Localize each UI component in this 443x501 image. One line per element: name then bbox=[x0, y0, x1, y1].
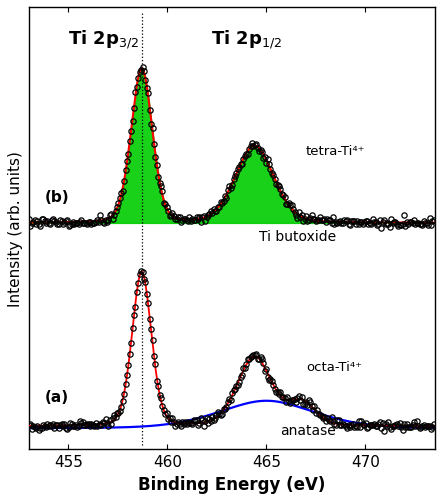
Text: octa-Ti⁴⁺: octa-Ti⁴⁺ bbox=[306, 360, 362, 373]
Text: (a): (a) bbox=[45, 390, 69, 405]
Text: Ti 2p$_{3/2}$: Ti 2p$_{3/2}$ bbox=[69, 28, 140, 51]
Text: Ti butoxide: Ti butoxide bbox=[259, 229, 336, 243]
Text: anatase: anatase bbox=[280, 423, 336, 437]
Text: tetra-Ti⁴⁺: tetra-Ti⁴⁺ bbox=[306, 145, 365, 158]
Text: (b): (b) bbox=[45, 190, 70, 205]
X-axis label: Binding Energy (eV): Binding Energy (eV) bbox=[138, 475, 326, 492]
Text: Ti 2p$_{1/2}$: Ti 2p$_{1/2}$ bbox=[211, 28, 282, 51]
Y-axis label: Intensity (arb. units): Intensity (arb. units) bbox=[8, 151, 23, 307]
